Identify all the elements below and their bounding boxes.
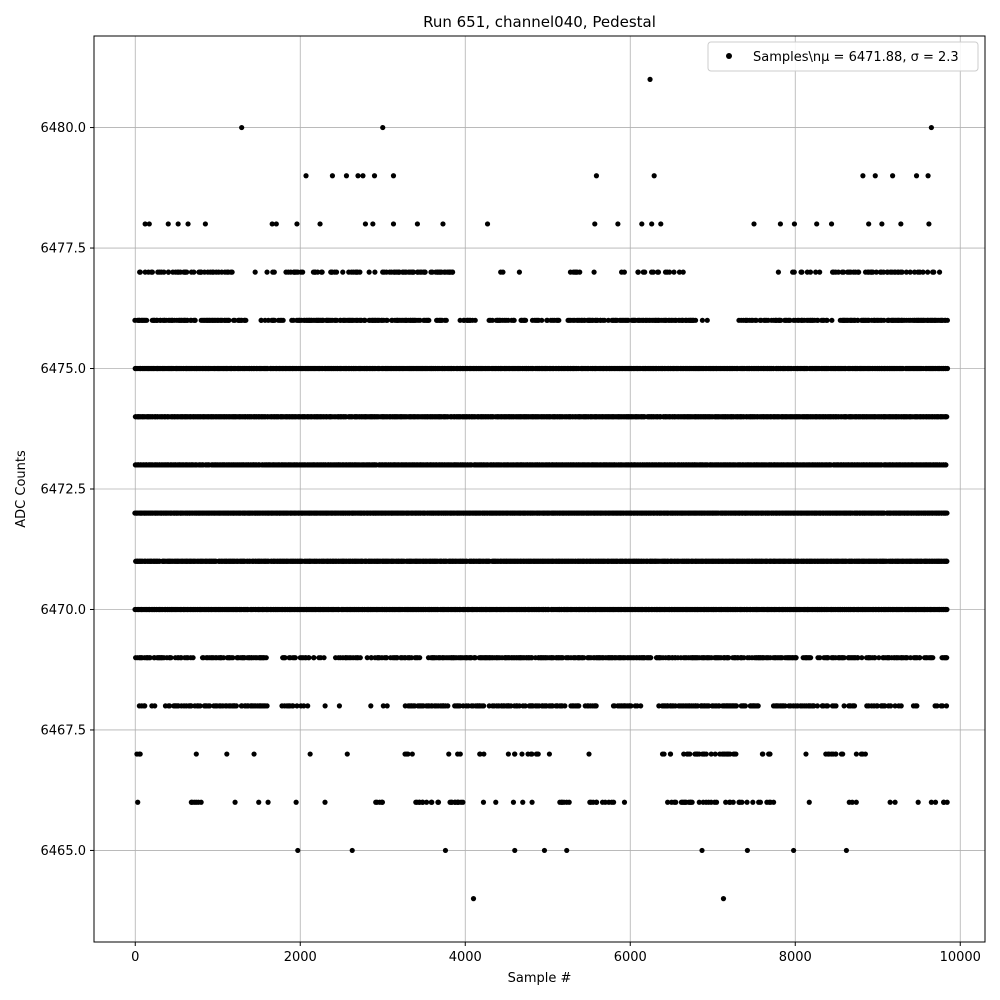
data-point xyxy=(920,269,926,275)
data-point xyxy=(680,269,686,275)
data-point xyxy=(943,462,949,468)
data-point xyxy=(300,269,306,275)
data-point xyxy=(422,269,428,275)
data-point xyxy=(577,269,583,275)
data-point xyxy=(511,317,517,323)
data-point xyxy=(835,269,842,275)
data-point xyxy=(522,317,529,323)
data-point xyxy=(137,269,143,275)
data-point xyxy=(161,269,167,275)
data-point xyxy=(449,269,456,275)
data-point xyxy=(315,269,321,275)
data-point xyxy=(944,558,950,564)
grid xyxy=(94,36,985,942)
data-point xyxy=(516,269,523,275)
data-point xyxy=(372,269,378,275)
data-point xyxy=(753,317,759,323)
data-point xyxy=(815,317,821,323)
data-point xyxy=(824,317,830,323)
data-point xyxy=(252,269,258,275)
data-point xyxy=(840,269,847,275)
data-point xyxy=(775,269,782,275)
data-point xyxy=(807,269,814,275)
data-point xyxy=(426,317,432,323)
data-point xyxy=(539,317,545,323)
data-point xyxy=(591,269,597,275)
data-point xyxy=(817,269,823,275)
data-point xyxy=(704,317,710,323)
data-point xyxy=(472,317,478,323)
data-point xyxy=(881,317,887,323)
data-point xyxy=(243,317,249,323)
data-point xyxy=(666,269,673,275)
data-point xyxy=(813,269,819,275)
data-point xyxy=(226,317,232,323)
data-point xyxy=(778,317,784,323)
data-point xyxy=(149,269,155,275)
data-point xyxy=(144,317,150,323)
data-point xyxy=(944,365,951,372)
data-point xyxy=(699,317,705,323)
data-point xyxy=(944,510,950,516)
data-point xyxy=(258,317,264,323)
data-point xyxy=(907,269,913,275)
data-point xyxy=(264,269,270,275)
data-point xyxy=(601,317,608,323)
data-point xyxy=(272,317,278,323)
data-point xyxy=(280,317,286,323)
data-points xyxy=(132,76,951,902)
data-point xyxy=(829,317,835,323)
data-point xyxy=(500,269,506,275)
data-point xyxy=(229,269,235,275)
data-point xyxy=(925,269,931,275)
data-point xyxy=(417,317,423,323)
data-point xyxy=(873,269,879,275)
data-point xyxy=(635,269,641,275)
data-point xyxy=(791,269,797,275)
data-point xyxy=(931,269,937,275)
data-point xyxy=(165,269,172,275)
data-point xyxy=(936,269,943,275)
data-point xyxy=(671,269,677,275)
data-point xyxy=(340,269,346,275)
data-point xyxy=(676,269,683,275)
data-point xyxy=(357,269,363,275)
data-point xyxy=(271,269,277,275)
data-point xyxy=(410,269,417,275)
data-point xyxy=(192,317,198,323)
data-point xyxy=(362,317,368,323)
data-point xyxy=(799,269,805,275)
data-point xyxy=(856,269,862,275)
data-point xyxy=(184,269,190,275)
data-point xyxy=(642,269,648,275)
data-point xyxy=(621,269,627,275)
data-point xyxy=(944,414,950,420)
data-point xyxy=(605,317,611,323)
data-point xyxy=(899,269,905,275)
data-point xyxy=(333,269,340,275)
data-point xyxy=(191,269,197,275)
data-point xyxy=(319,269,325,275)
data-point xyxy=(692,317,699,323)
data-point xyxy=(650,269,656,275)
chart-title: Run 651, channel040, Pedestal xyxy=(423,13,656,31)
data-point xyxy=(443,317,449,323)
data-point xyxy=(944,317,951,323)
data-point xyxy=(556,317,562,323)
data-point xyxy=(366,269,372,275)
data-point xyxy=(655,269,662,275)
data-point xyxy=(903,269,910,275)
data-point xyxy=(489,317,496,323)
data-point xyxy=(384,317,390,323)
data-point xyxy=(787,317,793,323)
